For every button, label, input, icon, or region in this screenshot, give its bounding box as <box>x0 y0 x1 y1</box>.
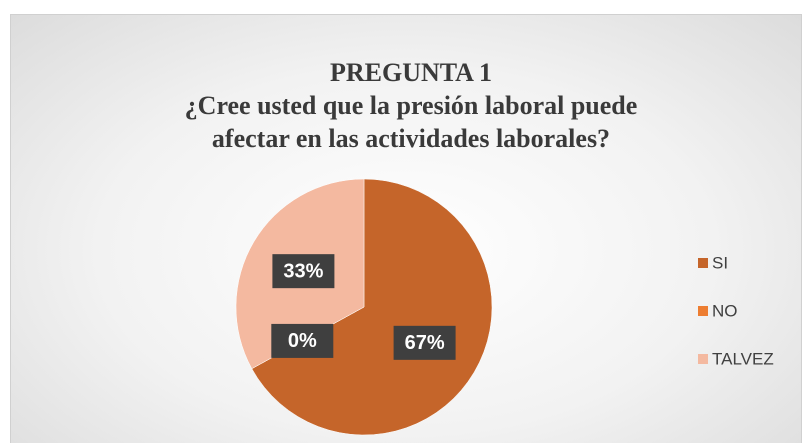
chart-area: PREGUNTA 1 ¿Cree usted que la presión la… <box>10 14 802 443</box>
chart-subtitle: ¿Cree usted que la presión laboral puede… <box>184 91 638 153</box>
data-label: 0% <box>288 330 317 352</box>
pie-slice <box>251 178 493 436</box>
chart-title: PREGUNTA 1 <box>329 58 493 87</box>
data-label-bg <box>393 325 456 360</box>
legend-swatch <box>698 258 708 268</box>
data-label: 33% <box>283 260 323 282</box>
titles: PREGUNTA 1 ¿Cree usted que la presión la… <box>111 57 711 155</box>
legend-label: SI <box>712 253 728 272</box>
legend-label: TALVEZ <box>712 349 774 368</box>
data-label-bg <box>272 254 335 289</box>
legend-swatch <box>698 354 708 364</box>
data-label: 67% <box>405 332 445 354</box>
data-label-bg <box>271 323 334 358</box>
chart: 67% 0% 33% SI NO TALVEZ <box>235 178 774 436</box>
legend-swatch <box>698 306 708 316</box>
legend-label: NO <box>712 301 738 320</box>
